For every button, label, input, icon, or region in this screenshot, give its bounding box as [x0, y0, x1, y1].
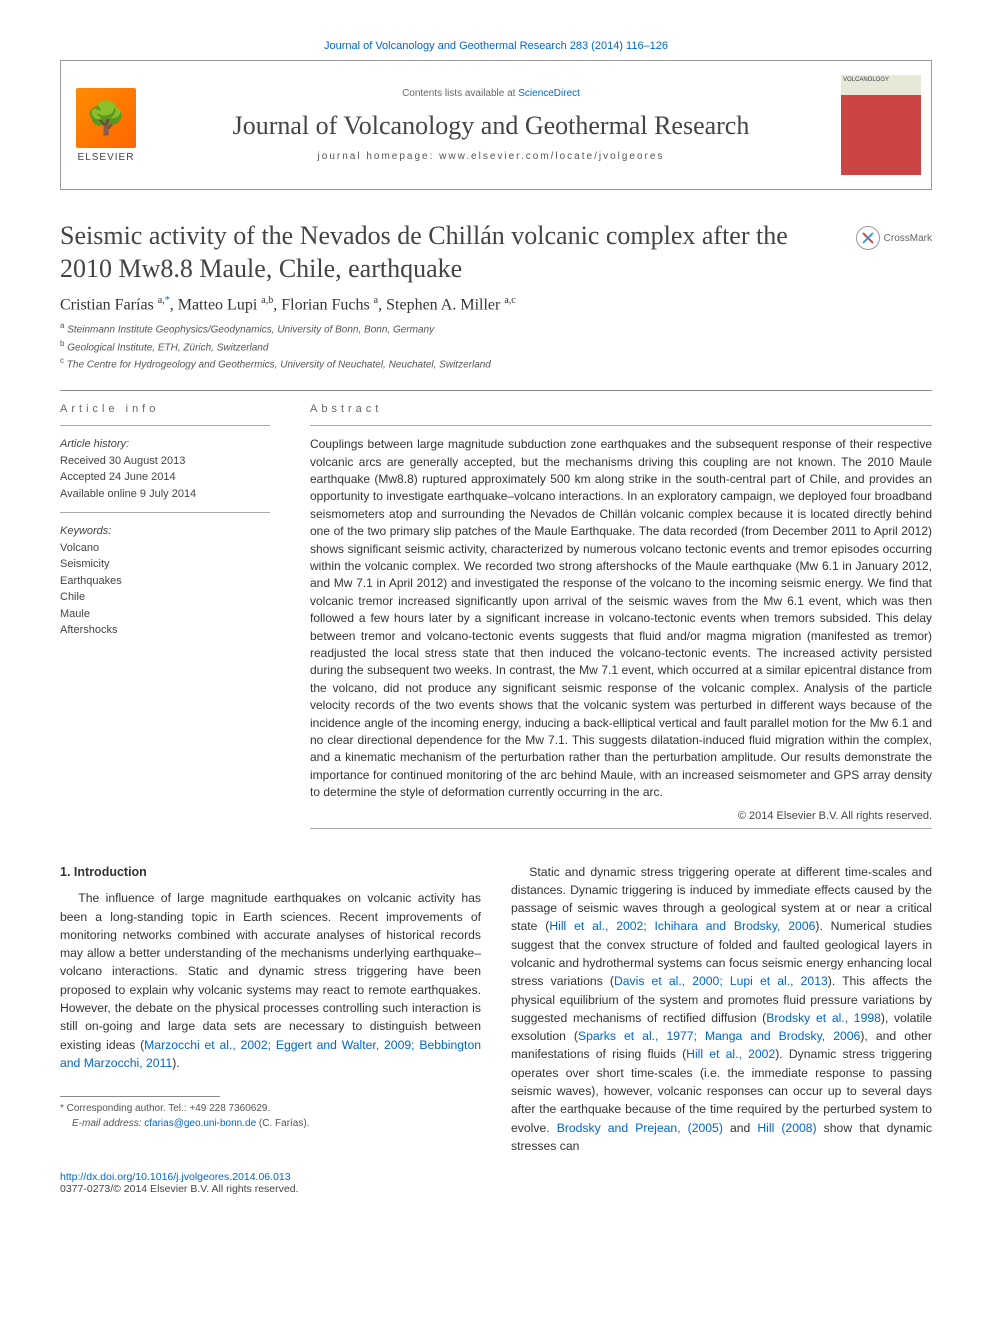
- paragraph: Static and dynamic stress triggering ope…: [511, 863, 932, 1156]
- doi-line[interactable]: http://dx.doi.org/10.1016/j.jvolgeores.2…: [60, 1171, 932, 1183]
- abstract-head: ABSTRACT: [310, 403, 932, 415]
- email-paren: (C. Farías).: [259, 1118, 310, 1129]
- journal-header: ELSEVIER Contents lists available at Sci…: [60, 60, 932, 190]
- abstract-bottom-divider: [310, 828, 932, 829]
- section-heading: 1. Introduction: [60, 863, 481, 882]
- ref-link[interactable]: Brodsky et al., 1998: [766, 1011, 881, 1025]
- ref-link[interactable]: Hill (2008): [757, 1121, 816, 1135]
- elsevier-tree-icon: [76, 88, 136, 148]
- keyword: Chile: [60, 589, 270, 606]
- journal-cover-icon: VOLCANOLOGY: [841, 75, 921, 175]
- body-columns: 1. Introduction The influence of large m…: [60, 863, 932, 1156]
- issn-line: 0377-0273/© 2014 Elsevier B.V. All right…: [60, 1183, 932, 1195]
- section-divider: [60, 390, 932, 391]
- author-1: Cristian Farías: [60, 296, 154, 313]
- keyword: Earthquakes: [60, 573, 270, 590]
- article-info-sidebar: ARTICLE INFO Article history: Received 3…: [60, 403, 270, 838]
- author-2: Matteo Lupi: [178, 296, 258, 313]
- ref-link[interactable]: Davis et al., 2000; Lupi et al., 2013: [614, 974, 828, 988]
- info-divider: [60, 512, 270, 513]
- affiliation-a: Steinmann Institute Geophysics/Geodynami…: [67, 325, 434, 336]
- email-label: E-mail address:: [72, 1118, 141, 1129]
- article-title: Seismic activity of the Nevados de Chill…: [60, 220, 836, 285]
- author-2-aff: a,b: [261, 295, 273, 306]
- affiliation-c: The Centre for Hydrogeology and Geotherm…: [67, 359, 491, 370]
- sciencedirect-link[interactable]: ScienceDirect: [518, 88, 580, 99]
- para-text: The influence of large magnitude earthqu…: [60, 891, 481, 1051]
- keyword: Seismicity: [60, 556, 270, 573]
- column-left: 1. Introduction The influence of large m…: [60, 863, 481, 1156]
- ref-link[interactable]: Hill et al., 2002: [686, 1047, 775, 1061]
- abstract-divider: [310, 425, 932, 426]
- abstract-section: ABSTRACT Couplings between large magnitu…: [310, 403, 932, 838]
- affiliations: a Steinmann Institute Geophysics/Geodyna…: [60, 320, 932, 372]
- journal-name: Journal of Volcanology and Geothermal Re…: [161, 111, 821, 141]
- keyword: Volcano: [60, 540, 270, 557]
- journal-homepage: journal homepage: www.elsevier.com/locat…: [161, 151, 821, 162]
- history-label: Article history:: [60, 436, 270, 453]
- author-3: Florian Fuchs: [281, 296, 369, 313]
- section-title: Introduction: [74, 865, 147, 879]
- para-text: and: [723, 1121, 757, 1135]
- info-divider: [60, 425, 270, 426]
- paragraph: The influence of large magnitude earthqu…: [60, 889, 481, 1072]
- homepage-label: journal homepage:: [318, 151, 440, 162]
- history-accepted: Accepted 24 June 2014: [60, 469, 270, 486]
- affiliation-b: Geological Institute, ETH, Zürich, Switz…: [67, 342, 268, 353]
- ref-link[interactable]: Brodsky and Prejean, (2005): [557, 1121, 723, 1135]
- author-3-aff: a: [374, 295, 378, 306]
- publisher-logo: ELSEVIER: [61, 61, 151, 189]
- keyword: Maule: [60, 606, 270, 623]
- crossmark-badge[interactable]: CrossMark: [856, 226, 932, 250]
- abstract-copyright: © 2014 Elsevier B.V. All rights reserved…: [310, 810, 932, 822]
- author-1-aff: a,: [158, 295, 165, 306]
- contents-line: Contents lists available at ScienceDirec…: [161, 88, 821, 99]
- author-list: Cristian Farías a,*, Matteo Lupi a,b, Fl…: [60, 295, 932, 314]
- footnote-rule: [60, 1096, 220, 1097]
- keywords-label: Keywords:: [60, 523, 270, 540]
- crossmark-label: CrossMark: [884, 233, 932, 244]
- abstract-text: Couplings between large magnitude subduc…: [310, 436, 932, 801]
- section-number: 1.: [60, 865, 70, 879]
- history-received: Received 30 August 2013: [60, 453, 270, 470]
- publisher-name: ELSEVIER: [78, 152, 135, 163]
- ref-link[interactable]: Sparks et al., 1977; Manga and Brodsky, …: [578, 1029, 860, 1043]
- author-4-aff: a,c: [504, 295, 515, 306]
- corr-author-text: Corresponding author. Tel.: +49 228 7360…: [67, 1103, 271, 1114]
- article-info-head: ARTICLE INFO: [60, 403, 270, 415]
- email-link[interactable]: cfarias@geo.uni-bonn.de: [144, 1118, 256, 1129]
- author-1-corr: *: [165, 295, 170, 306]
- homepage-url[interactable]: www.elsevier.com/locate/jvolgeores: [439, 151, 664, 162]
- history-online: Available online 9 July 2014: [60, 486, 270, 503]
- contents-text: Contents lists available at: [402, 88, 518, 99]
- author-4: Stephen A. Miller: [386, 296, 500, 313]
- crossmark-icon: [856, 226, 880, 250]
- corresponding-author-footer: * Corresponding author. Tel.: +49 228 73…: [60, 1096, 481, 1131]
- header-citation: Journal of Volcanology and Geothermal Re…: [60, 40, 932, 52]
- keyword: Aftershocks: [60, 622, 270, 639]
- ref-link[interactable]: Hill et al., 2002; Ichihara and Brodsky,…: [549, 919, 815, 933]
- para-text: ).: [172, 1056, 179, 1070]
- column-right: Static and dynamic stress triggering ope…: [511, 863, 932, 1156]
